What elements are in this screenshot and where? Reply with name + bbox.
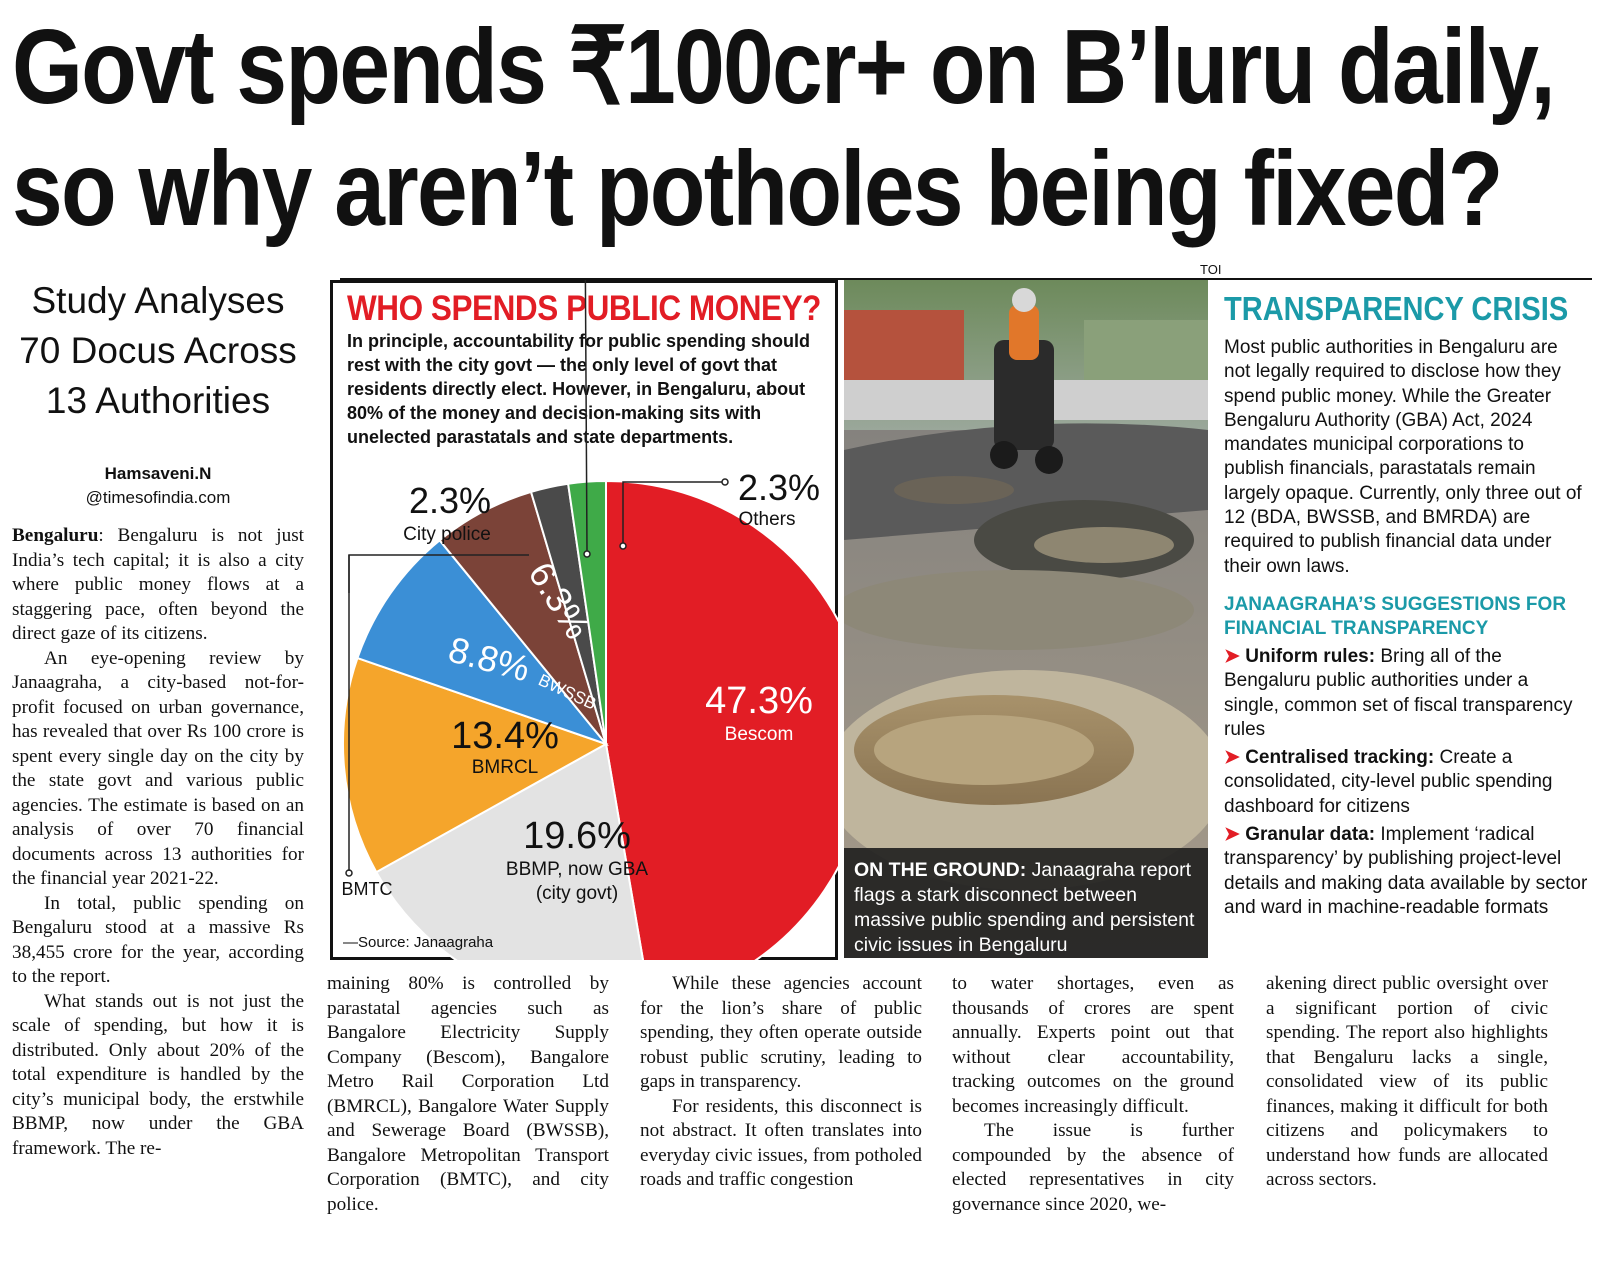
left-column: Study Analyses 70 Docus Across 13 Author… <box>12 276 304 1161</box>
intro-line: 70 Docus Across <box>19 330 297 371</box>
sidebar: TRANSPARENCY CRISIS Most public authorit… <box>1224 290 1588 920</box>
category-label-bmrcl: BMRCL <box>472 757 539 778</box>
pie-slice-bwssb <box>356 538 610 747</box>
pie-slice-bescom <box>605 479 838 960</box>
category-label-others: Others <box>738 509 795 530</box>
paragraph: What stands out is not just the scale of… <box>12 990 304 1159</box>
value-label-bbmp: 19.6% <box>523 815 631 857</box>
paragraph: maining 80% is controlled by parastatal … <box>327 973 609 1215</box>
category-sublabel-bbmp: (city govt) <box>536 883 618 904</box>
paragraph: Bengaluru: Bengaluru is not just India’s… <box>12 525 304 644</box>
paragraph: to water shortages, even as thousands of… <box>952 973 1234 1117</box>
arrow-icon: ➤ <box>1224 645 1246 667</box>
paragraph: In total, public spending on Bengaluru s… <box>12 892 304 988</box>
article-body-col1: Bengaluru: Bengaluru is not just India’s… <box>12 524 304 1161</box>
category-label-bmtc: BMTC <box>342 879 393 899</box>
chart-source: —Source: Janaagraha <box>343 934 494 951</box>
headline-line-2: so why aren’t potholes being fixed? <box>12 130 1503 248</box>
paragraph: While these agencies account for the lio… <box>640 973 922 1092</box>
paragraph: The issue is further compounded by the a… <box>952 1120 1234 1215</box>
paragraph: An eye-opening review by Janaagraha, a c… <box>12 647 304 890</box>
category-label-bescom: Bescom <box>725 724 794 745</box>
value-label-city-police: 2.3% <box>409 480 491 521</box>
value-label-others: 2.3% <box>738 467 820 508</box>
infobox-subtitle: In principle, accountability for public … <box>347 331 811 447</box>
caption-text: Janaagraha report flags a stark disconne… <box>854 859 1195 956</box>
photo-credit: TOI <box>1200 262 1222 277</box>
category-label-city-police: City police <box>403 524 491 545</box>
photo-caption: ON THE GROUND: Janaagraha report flags a… <box>844 848 1208 958</box>
intro-line: 13 Authorities <box>45 380 271 421</box>
pothole-photo <box>844 280 1208 958</box>
leader-line-others <box>622 481 725 543</box>
author-name: Hamsaveni.N <box>104 464 212 483</box>
suggestion-item: ➤ Centralised tracking: Create a consoli… <box>1224 747 1553 817</box>
pie-chart: 47.3%Bescom 19.6%BBMP, now GBA (city govt)… <box>342 280 838 960</box>
sidebar-subtitle: JANAAGRAHA’S SUGGESTIONS FOR FINANCIAL T… <box>1224 593 1567 639</box>
intro-kicker: Study Analyses 70 Docus Across 13 Author… <box>12 276 304 426</box>
arrow-icon: ➤ <box>1224 747 1246 769</box>
value-label-bescom: 47.3% <box>705 680 813 722</box>
byline: Hamsaveni.N @timesofindia.com <box>12 462 304 510</box>
paragraph: For residents, this disconnect is not ab… <box>640 1095 922 1191</box>
caption-lead: ON THE GROUND: <box>854 859 1027 881</box>
leader-line-city-police <box>584 280 588 552</box>
suggestion-item: ➤ Granular data: Implement ‘radical tran… <box>1224 824 1588 918</box>
dateline: Bengaluru <box>12 525 99 546</box>
article-body-col2: maining 80% is controlled by parastatal … <box>327 972 609 1217</box>
suggestion-item: ➤ Uniform rules: Bring all of the Bengal… <box>1224 645 1573 740</box>
headline: Govt spends ₹100cr+ on B’luru daily, so … <box>12 6 1592 250</box>
photo: ON THE GROUND: Janaagraha report flags a… <box>844 280 1208 958</box>
category-label-bbmp: BBMP, now GBA <box>506 859 649 880</box>
value-label-bmrcl: 13.4% <box>451 715 559 757</box>
divider <box>340 278 1592 280</box>
author-outlet: @timesofindia.com <box>85 488 231 507</box>
intro-line: Study Analyses <box>31 280 285 321</box>
infobox: WHO SPENDS PUBLIC MONEY? In principle, a… <box>330 280 838 960</box>
sidebar-title: TRANSPARENCY CRISIS <box>1224 290 1569 327</box>
article-body-col3: While these agencies account for the lio… <box>640 972 922 1193</box>
headline-line-1: Govt spends ₹100cr+ on B’luru daily, <box>12 8 1556 126</box>
article-body-col4: to water shortages, even as thousands of… <box>952 972 1234 1217</box>
pie-slice-bmrcl <box>342 656 609 874</box>
arrow-icon: ➤ <box>1224 824 1246 846</box>
paragraph: akening direct public oversight over a s… <box>1266 973 1548 1190</box>
infobox-title: WHO SPENDS PUBLIC MONEY? <box>347 289 821 328</box>
sidebar-text: Most public authorities in Bengaluru are… <box>1224 337 1582 577</box>
article-body-col5: akening direct public oversight over a s… <box>1266 972 1548 1193</box>
pie-slice-bbmp-now-gba <box>374 742 645 960</box>
